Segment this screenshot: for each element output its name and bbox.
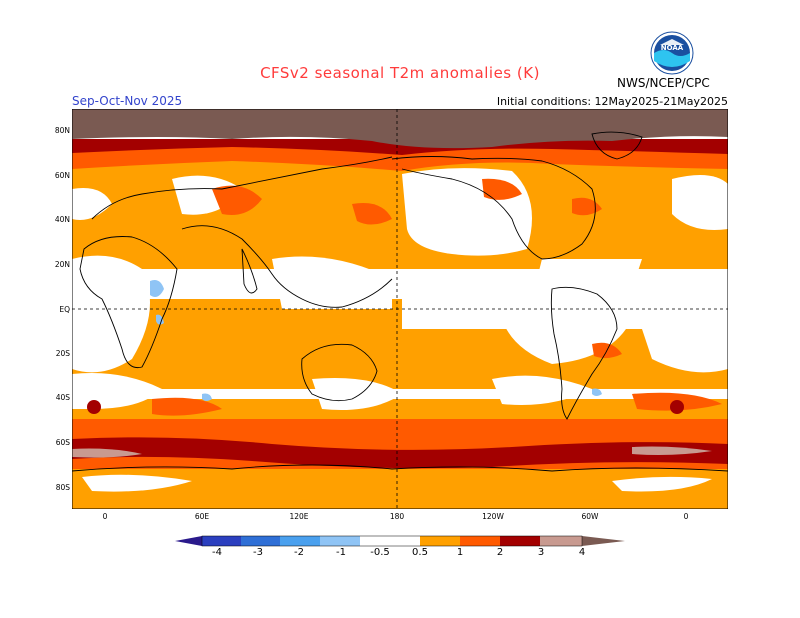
lon-tick-60w: 60W <box>581 512 599 521</box>
anomaly-fill-pink <box>72 446 712 458</box>
colorbar-label-neg1: -1 <box>336 547 346 558</box>
colorbar-cell-neg1-neg05 <box>320 536 360 546</box>
lat-axis: 80N 60N 40N 20N EQ 20S 40S 60S 80S <box>48 109 70 509</box>
colorbar-label-neg2: -2 <box>294 547 304 558</box>
colorbar-label-05: 0.5 <box>412 547 428 558</box>
lon-tick-0-right: 0 <box>683 512 689 521</box>
colorbar-label-1: 1 <box>456 547 464 558</box>
colorbar-cell-3-4 <box>540 536 582 546</box>
colorbar-label-2: 2 <box>496 547 504 558</box>
colorbar-arrow-max <box>582 536 625 546</box>
season-label: Sep-Oct-Nov 2025 <box>72 94 183 108</box>
lat-tick-20n: 20N <box>54 260 70 269</box>
lat-tick-60n: 60N <box>54 171 70 180</box>
grid <box>72 109 728 509</box>
lat-tick-80s: 80S <box>55 483 70 492</box>
colorbar-label-neg05: -0.5 <box>370 547 390 558</box>
colorbar-cell-neg3-neg2 <box>241 536 280 546</box>
lat-tick-eq: EQ <box>59 305 70 314</box>
colorbar-cell-2-3 <box>500 536 540 546</box>
lat-tick-40s: 40S <box>55 393 70 402</box>
lon-tick-120e: 120E <box>289 512 309 521</box>
colorbar-arrow-min <box>175 536 202 546</box>
lon-axis: 0 60E 120E 180 120W 60W 0 <box>72 512 728 524</box>
organization-label: NWS/NCEP/CPC <box>617 76 710 90</box>
anomaly-fill-dark-red <box>72 139 728 469</box>
antarctica-region <box>72 471 728 509</box>
noaa-logo-icon: NOAA <box>650 31 694 75</box>
lon-tick-60e: 60E <box>194 512 210 521</box>
colorbar-cell-neutral <box>360 536 420 546</box>
lat-tick-40n: 40N <box>54 215 70 224</box>
lon-tick-180: 180 <box>389 512 405 521</box>
colorbar-cell-1-2 <box>460 536 500 546</box>
colorbar <box>175 535 625 547</box>
lat-tick-60s: 60S <box>55 438 70 447</box>
initial-conditions-label: Initial conditions: 12May2025-21May2025 <box>496 95 728 108</box>
lon-tick-120w: 120W <box>482 512 504 521</box>
lat-tick-20s: 20S <box>55 349 70 358</box>
anomaly-map: 80N 60N 40N 20N EQ 20S 40S 60S 80S <box>72 109 728 509</box>
colorbar-label-3: 3 <box>537 547 545 558</box>
colorbar-cell-neg4-neg3 <box>202 536 241 546</box>
colorbar-label-4: 4 <box>578 547 586 558</box>
coastlines <box>72 131 728 472</box>
colorbar-cell-05-1 <box>420 536 460 546</box>
anomaly-fill-brown <box>72 109 728 149</box>
colorbar-cell-neg2-neg1 <box>280 536 320 546</box>
lat-tick-80n: 80N <box>54 126 70 135</box>
anomaly-fill-blue <box>150 280 602 401</box>
lon-tick-0-left: 0 <box>102 512 108 521</box>
colorbar-label-neg4: -4 <box>212 547 222 558</box>
logo-text: NOAA <box>661 44 684 52</box>
colorbar-label-neg3: -3 <box>253 547 263 558</box>
map-title: CFSv2 seasonal T2m anomalies (K) <box>260 64 540 82</box>
